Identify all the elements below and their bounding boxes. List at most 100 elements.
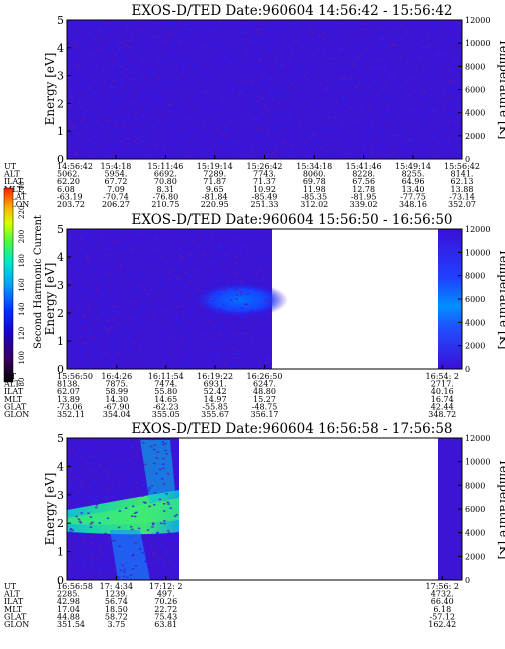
speckle bbox=[75, 152, 79, 154]
speckle bbox=[166, 353, 170, 355]
speckle bbox=[135, 268, 139, 271]
ephemeris-value: 6.18 bbox=[433, 605, 451, 614]
speckle bbox=[81, 264, 85, 266]
speckle bbox=[443, 80, 446, 82]
speckle bbox=[344, 125, 348, 127]
ephemeris-value: 3.75 bbox=[107, 620, 125, 629]
speckle bbox=[74, 44, 77, 47]
speckle bbox=[84, 547, 88, 549]
speckle bbox=[112, 130, 115, 133]
speckle bbox=[103, 470, 107, 473]
ephemeris-value: 354.04 bbox=[103, 410, 131, 419]
speckle bbox=[266, 358, 269, 361]
speckle bbox=[115, 298, 119, 300]
speckle bbox=[129, 486, 133, 488]
speckle bbox=[271, 125, 275, 127]
speckle bbox=[386, 105, 390, 107]
speckle bbox=[190, 41, 193, 43]
speckle bbox=[135, 364, 138, 366]
ephemeris-value: -63.19 bbox=[57, 192, 83, 201]
speckle bbox=[70, 76, 73, 79]
speckle bbox=[180, 136, 183, 138]
speckle bbox=[201, 120, 204, 122]
speckle bbox=[120, 79, 124, 81]
speckle bbox=[427, 150, 430, 152]
speckle bbox=[316, 109, 320, 111]
speckle bbox=[357, 56, 360, 58]
speckle bbox=[111, 80, 115, 82]
speckle bbox=[287, 60, 290, 62]
speckle bbox=[324, 90, 327, 92]
speckle bbox=[261, 98, 264, 101]
speckle bbox=[90, 542, 93, 545]
speckle bbox=[98, 146, 101, 148]
speckle bbox=[151, 555, 155, 558]
ephemeris-value: -48.75 bbox=[252, 402, 278, 411]
speckle bbox=[382, 37, 386, 40]
speckle bbox=[83, 37, 86, 39]
speckle bbox=[334, 107, 337, 110]
speckle bbox=[156, 532, 159, 534]
panel-2-noise bbox=[67, 229, 272, 368]
speckle bbox=[78, 93, 81, 95]
speckle bbox=[115, 305, 118, 308]
ephemeris-value: 2285. bbox=[57, 590, 80, 599]
ephemeris-value: 15:56:42 bbox=[444, 162, 480, 171]
ephemeris-value: 17: 4:34 bbox=[100, 582, 133, 591]
speckle bbox=[256, 258, 259, 261]
speckle bbox=[142, 97, 145, 100]
speckle bbox=[413, 84, 417, 86]
speckle bbox=[123, 53, 126, 55]
ephemeris-value: 13.89 bbox=[57, 395, 80, 404]
speckle bbox=[196, 23, 200, 26]
speckle bbox=[444, 139, 447, 142]
speckle bbox=[154, 536, 158, 539]
speckle bbox=[161, 570, 164, 572]
speckle bbox=[454, 21, 457, 23]
speckle bbox=[124, 137, 127, 139]
speckle bbox=[105, 125, 109, 128]
speckle bbox=[104, 100, 107, 102]
temp-tick-label: 6000 bbox=[465, 505, 485, 514]
speckle bbox=[92, 348, 95, 351]
speckle bbox=[236, 313, 239, 316]
speckle bbox=[277, 103, 281, 105]
speckle bbox=[218, 280, 221, 282]
speckle bbox=[152, 552, 155, 554]
speckle bbox=[67, 86, 70, 88]
ephemeris-value: 62.07 bbox=[57, 387, 80, 396]
speckle bbox=[119, 66, 123, 69]
speckle bbox=[148, 487, 151, 489]
speckle bbox=[162, 457, 165, 460]
speckle bbox=[174, 313, 177, 315]
speckle bbox=[72, 458, 75, 461]
speckle bbox=[141, 552, 144, 554]
speckle bbox=[264, 104, 267, 106]
temp-tick-label: 10000 bbox=[465, 39, 490, 48]
ephemeris-value: 8.31 bbox=[156, 185, 174, 194]
ephemeris-value: 2717. bbox=[431, 380, 454, 389]
panel-3-title: EXOS-D/TED Date:960604 16:56:58 - 17:56:… bbox=[131, 421, 452, 437]
speckle bbox=[305, 155, 308, 158]
speckle bbox=[371, 152, 374, 154]
speckle bbox=[95, 488, 98, 490]
speckle bbox=[171, 295, 175, 298]
speckle bbox=[392, 76, 395, 78]
speckle bbox=[103, 287, 107, 289]
ephemeris-value: 58.99 bbox=[105, 387, 128, 396]
colorbar-tick-label: 180 bbox=[18, 254, 26, 267]
speckle bbox=[77, 296, 80, 299]
speckle bbox=[228, 58, 231, 61]
speckle bbox=[232, 250, 236, 252]
speckle bbox=[242, 352, 245, 354]
speckle bbox=[71, 99, 74, 101]
speckle bbox=[215, 356, 218, 358]
speckle bbox=[334, 116, 337, 118]
colorbar-tick-label: 140 bbox=[18, 303, 26, 316]
speckle bbox=[230, 141, 233, 144]
speckle bbox=[273, 155, 277, 158]
ephemeris-value: 13.40 bbox=[402, 185, 425, 194]
speckle bbox=[169, 278, 172, 281]
speckle bbox=[404, 129, 407, 132]
speckle bbox=[241, 273, 245, 276]
